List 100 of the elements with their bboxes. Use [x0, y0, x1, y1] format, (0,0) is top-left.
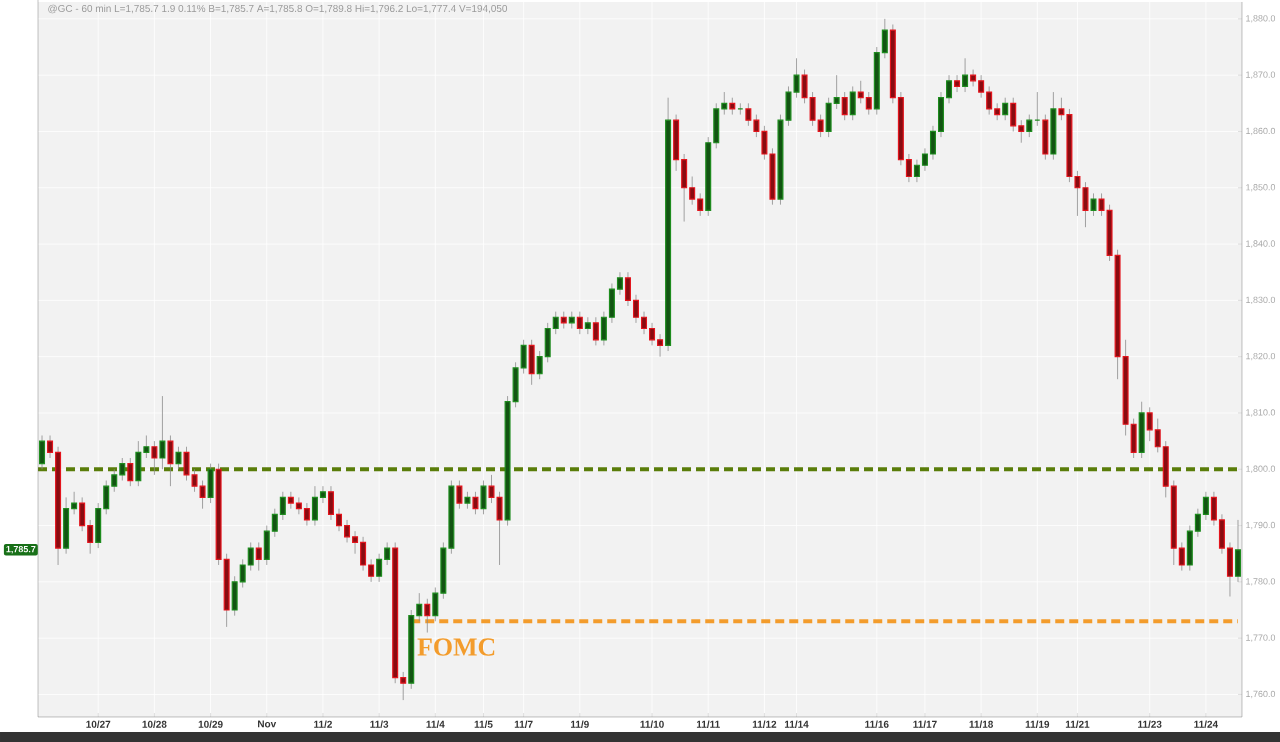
x-tick-label: 10/29 — [198, 720, 223, 728]
x-tick-label: 11/17 — [913, 720, 937, 728]
candlestick — [962, 57, 969, 93]
x-tick-label: Nov — [258, 720, 277, 728]
candlestick — [520, 339, 527, 374]
candlestick — [624, 271, 631, 307]
candlestick — [1090, 193, 1097, 217]
x-tick-label: 11/9 — [571, 720, 589, 728]
candlestick — [632, 294, 639, 324]
candlestick — [1154, 418, 1161, 453]
candlestick — [368, 558, 375, 583]
candlestick — [1018, 119, 1025, 144]
candlestick — [167, 435, 174, 487]
candlestick — [921, 147, 928, 172]
y-tick-label: 1,850.0 — [1246, 184, 1276, 192]
y-tick-label: 1,760.0 — [1246, 690, 1276, 699]
candlestick — [745, 102, 752, 127]
text: 1,785.7 — [6, 545, 36, 554]
candlestick — [761, 125, 768, 161]
candlestick — [817, 114, 824, 138]
candlestick — [472, 491, 479, 515]
x-tick-label: 10/27 — [86, 720, 111, 728]
candlestick — [239, 558, 246, 588]
candlestick — [978, 74, 985, 99]
candlestick — [536, 350, 543, 380]
candlestick — [127, 457, 134, 487]
candlestick — [857, 80, 864, 104]
x-tick-label: 11/24 — [1194, 720, 1219, 728]
x-tick-label: 11/4 — [426, 720, 445, 728]
candlestick — [1058, 97, 1065, 121]
annotation: @GC - 60 min L=1,785.7 1.9 0.11% B=1,785.7 A=1,785.8 O=1,789.8 Hi=1,796.2 Lo=1,777.4 V=194,050 — [48, 4, 508, 14]
y-tick-label: 1,880.0 — [1246, 15, 1276, 23]
candlestick — [319, 485, 326, 504]
candlestick — [913, 159, 920, 183]
candlestick — [143, 435, 150, 459]
candlestick — [833, 74, 840, 110]
candlestick — [552, 311, 559, 335]
x-tick-label: 11/19 — [1025, 720, 1050, 728]
candlestick — [649, 322, 656, 346]
y-tick-label: 1,800.0 — [1246, 465, 1276, 473]
candlestick — [424, 598, 431, 633]
candlestick — [657, 333, 664, 358]
candlestick — [1210, 491, 1217, 526]
candlestick — [336, 508, 343, 532]
y-tick-label: 1,820.0 — [1246, 352, 1276, 361]
candlestick — [881, 18, 888, 59]
candlestick — [271, 508, 278, 538]
candlestick — [159, 395, 166, 470]
candlestick — [311, 485, 318, 526]
candlestick — [865, 91, 872, 115]
candlestick — [905, 153, 912, 183]
candlestick — [954, 74, 961, 93]
candlestick — [279, 491, 286, 521]
candlestick — [303, 502, 310, 526]
candlestick — [641, 311, 648, 335]
y-tick-label: 1,830.0 — [1246, 296, 1276, 305]
candlestick — [151, 440, 158, 476]
candlestick — [986, 86, 993, 115]
candlestick — [71, 491, 78, 515]
candlestick — [432, 587, 439, 622]
candlestick — [1026, 114, 1033, 138]
candlestick — [1194, 508, 1201, 538]
candlestick — [592, 316, 599, 346]
candlestick — [801, 69, 808, 104]
x-tick-label: 11/21 — [1065, 720, 1090, 728]
candlestick — [111, 468, 118, 493]
candlestick — [600, 311, 607, 346]
x-tick-label: 11/14 — [784, 720, 809, 728]
candlestick — [175, 446, 182, 470]
y-tick-label: 1,780.0 — [1246, 578, 1276, 586]
y-tick-label: 1,770.0 — [1246, 634, 1276, 642]
candlestick — [616, 271, 623, 296]
candlestick — [416, 592, 423, 622]
candlestick — [79, 497, 86, 532]
candlestick — [1202, 491, 1209, 521]
x-tick-label: 11/23 — [1138, 720, 1162, 728]
y-tick-label: 1,810.0 — [1246, 409, 1276, 417]
candlestick — [400, 671, 407, 701]
candlestick — [929, 125, 936, 161]
candlestick — [1010, 97, 1017, 132]
candlestick — [480, 480, 487, 515]
candlestick — [376, 553, 383, 583]
y-tick-label: 1,840.0 — [1246, 240, 1276, 248]
x-tick-label: 11/12 — [752, 720, 777, 728]
candlestick — [47, 435, 54, 459]
candlestick — [970, 69, 977, 87]
candlestick — [360, 536, 367, 572]
x-tick-label: 11/2 — [314, 720, 332, 728]
candlestick — [721, 91, 728, 115]
y-tick-label: 1,790.0 — [1246, 521, 1276, 530]
y-tick-label: 1,870.0 — [1246, 71, 1276, 79]
x-tick-label: 11/3 — [370, 720, 389, 728]
x-tick-label: 11/18 — [969, 720, 994, 728]
x-tick-label: 11/16 — [865, 720, 889, 728]
candlestick — [352, 530, 359, 555]
candlestick — [456, 480, 463, 510]
candlestick — [295, 497, 302, 515]
candlestick — [327, 485, 334, 521]
candlestick — [849, 86, 856, 121]
candlestick — [87, 519, 94, 555]
